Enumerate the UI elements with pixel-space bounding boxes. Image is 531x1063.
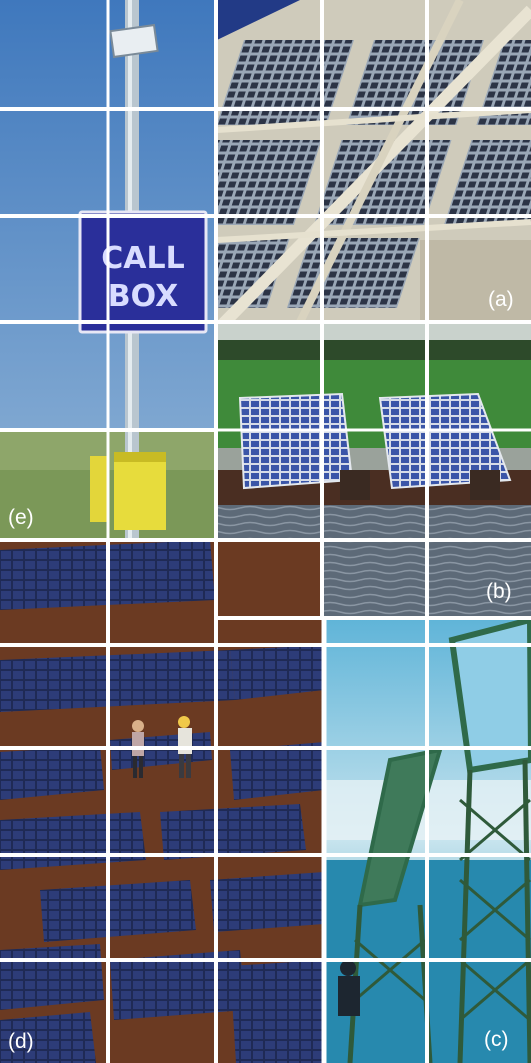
- yellow-call-box: [114, 452, 166, 530]
- panel-label-b: (b): [486, 580, 512, 603]
- panel-b-floating-solar-photo: (b): [217, 322, 531, 618]
- yellow-post: [90, 456, 108, 522]
- panel-label-d: (d): [8, 1030, 34, 1053]
- panel-d-solar-field-photo: (d): [0, 540, 324, 1063]
- panel-label-a: (a): [488, 288, 514, 311]
- panel-a-solar-canopy-photo: (a): [217, 0, 531, 322]
- sign-line-call: CALL: [101, 241, 184, 276]
- call-box-sign: [78, 210, 208, 334]
- panel-label-e: (e): [8, 506, 34, 529]
- sign-line-box: BOX: [108, 279, 178, 314]
- panel-label-c: (c): [484, 1028, 509, 1051]
